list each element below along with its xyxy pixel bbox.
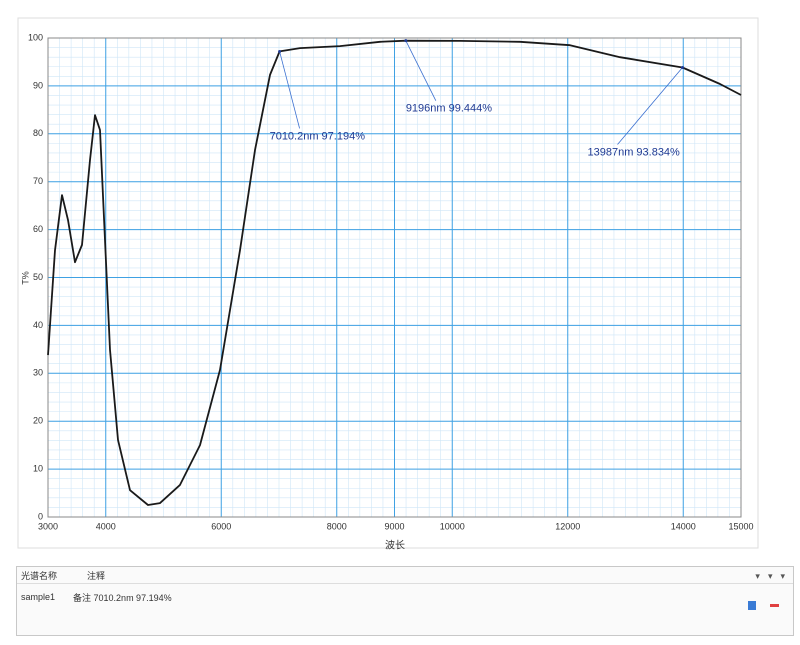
y-tick-label: 40 <box>33 320 43 330</box>
annotation-label: 7010.2nm 97.194% <box>270 130 366 142</box>
chart: 波长 T% 0 10 20 30 40 50 60 70 80 90 100 3000 4000 6000… <box>17 17 759 552</box>
y-tick-label: 50 <box>33 272 43 282</box>
panel-header-note: 注释 <box>87 570 106 581</box>
x-tick-label: 9000 <box>384 521 404 531</box>
remove-button[interactable] <box>770 604 779 607</box>
y-tick-label: 70 <box>33 176 43 186</box>
x-tick-label: 15000 <box>728 521 753 531</box>
annotation-label: 13987nm 93.834% <box>587 146 680 158</box>
y-tick-label: 0 <box>38 511 43 521</box>
annotation-point <box>680 66 684 70</box>
x-tick-label: 10000 <box>440 521 465 531</box>
y-tick-label: 30 <box>33 368 43 378</box>
save-button[interactable] <box>748 601 756 610</box>
icon[interactable]: ▾ <box>767 571 773 581</box>
icon[interactable]: ▾ <box>755 571 760 581</box>
x-axis-label: 波长 <box>385 539 405 552</box>
x-tick-label: 3000 <box>38 521 58 531</box>
annotation-point <box>404 39 408 43</box>
panel-buttons <box>748 601 779 610</box>
icon[interactable]: ▾ <box>780 571 785 581</box>
panel-header: 光谱名称 注释 <box>17 567 793 584</box>
annotation-point <box>278 49 282 53</box>
x-tick-label: 14000 <box>671 521 696 531</box>
annotation-leader <box>279 51 300 129</box>
x-tick-label: 8000 <box>327 521 347 531</box>
x-tick-label: 4000 <box>96 521 116 531</box>
annotation-label: 9196nm 99.444% <box>406 103 492 115</box>
x-tick-label: 12000 <box>555 521 580 531</box>
y-axis-label: T% <box>20 271 30 285</box>
y-tick-label: 20 <box>33 416 43 426</box>
y-tick-label: 80 <box>33 128 43 138</box>
y-tick-label: 100 <box>28 32 43 42</box>
panel-icons: ▾ ▾ ▾ <box>755 571 785 582</box>
spectrum-panel: 光谱名称 注释 sample1 备注 7010.2nm 97.194% ▾ ▾ ▾ <box>16 566 794 636</box>
annotation-leader <box>617 67 683 145</box>
x-tick-label: 6000 <box>211 521 231 531</box>
panel-header-name: 光谱名称 <box>21 570 58 581</box>
panel-spectrum-name[interactable]: sample1 <box>21 592 56 602</box>
y-tick-label: 10 <box>33 463 43 473</box>
panel-row[interactable]: sample1 备注 7010.2nm 97.194% <box>17 584 793 610</box>
y-tick-label: 90 <box>33 80 43 90</box>
spectrum-line <box>47 39 742 506</box>
panel-spectrum-note: 备注 7010.2nm 97.194% <box>73 592 172 603</box>
plot-border <box>47 37 742 518</box>
annotation-leader <box>405 40 437 101</box>
y-tick-label: 60 <box>33 224 43 234</box>
